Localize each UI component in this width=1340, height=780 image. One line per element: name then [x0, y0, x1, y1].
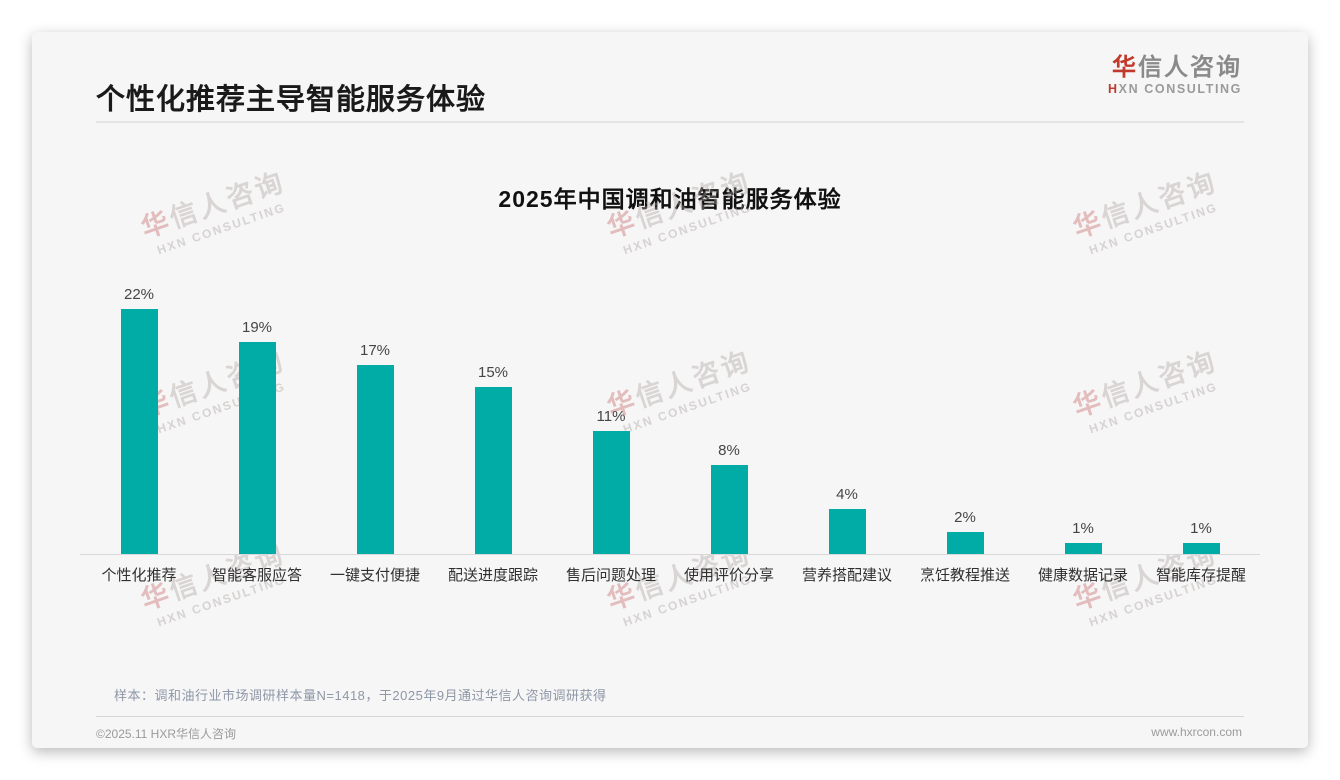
bar	[828, 509, 866, 554]
slide-card: 个性化推荐主导智能服务体验 华信人咨询 HXN CONSULTING 2025年…	[32, 32, 1308, 748]
bar-value-label: 1%	[1190, 520, 1212, 537]
bar-category-label: 智能客服应答	[211, 567, 302, 584]
bar-value-label: 1%	[1072, 520, 1094, 537]
footer-website: www.hxrcon.com	[1151, 725, 1242, 739]
bar-column: 1%	[1024, 520, 1142, 554]
logo-zh-accent: 华	[1112, 54, 1138, 81]
bar-value-label: 8%	[718, 442, 740, 459]
bar-column: 4%	[788, 486, 906, 554]
bar-category-label: 智能库存提醒	[1155, 567, 1246, 584]
bar-value-label: 15%	[477, 364, 509, 381]
bar-category-label: 使用评价分享	[683, 567, 774, 584]
bar-chart: 22% 19% 17% 15% 11% 8% 4% 2% 1% 1%	[80, 275, 1260, 555]
bar	[356, 365, 394, 554]
bar-value-label: 22%	[123, 286, 155, 303]
chart-title: 2025年中国调和油智能服务体验	[498, 186, 842, 212]
page-title: 个性化推荐主导智能服务体验	[96, 84, 487, 116]
bar	[1182, 543, 1220, 554]
bar-column: 11%	[552, 408, 670, 554]
bar-category-label: 配送进度跟踪	[447, 567, 538, 584]
logo-zh-rest: 信人咨询	[1138, 54, 1242, 81]
bar	[710, 465, 748, 554]
bar-column: 15%	[434, 364, 552, 554]
logo-en-rest: XN CONSULTING	[1118, 81, 1242, 96]
bar-category-label: 售后问题处理	[565, 567, 656, 584]
title-divider	[96, 121, 1244, 123]
bar-category-label: 一键支付便捷	[329, 567, 420, 584]
bar	[1064, 543, 1102, 554]
bar-category-label: 个性化推荐	[101, 567, 177, 584]
bar	[474, 387, 512, 554]
bar-value-label: 4%	[836, 486, 858, 503]
logo-chinese-name: 华信人咨询	[1108, 54, 1242, 82]
bar-column: 1%	[1142, 520, 1260, 554]
bar-column: 17%	[316, 342, 434, 554]
bar	[120, 309, 158, 554]
bar-category-label: 营养搭配建议	[801, 567, 892, 584]
bar-category-label: 健康数据记录	[1037, 567, 1128, 584]
bar-column: 22%	[80, 286, 198, 554]
footer-divider	[96, 716, 1244, 717]
company-logo: 华信人咨询 HXN CONSULTING	[1108, 54, 1242, 96]
logo-english-name: HXN CONSULTING	[1108, 82, 1242, 96]
bar	[592, 431, 630, 554]
bar-value-label: 17%	[359, 342, 391, 359]
sample-note: 样本：调和油行业市场调研样本量N=1418，于2025年9月通过华信人咨询调研获…	[114, 688, 607, 703]
bar-column: 19%	[198, 319, 316, 554]
bar-column: 8%	[670, 442, 788, 554]
bar-value-label: 2%	[954, 509, 976, 526]
bar-chart-category-axis: 个性化推荐 智能客服应答 一键支付便捷 配送进度跟踪 售后问题处理 使用评价分享 营养搭配建…	[80, 564, 1260, 585]
logo-en-accent: H	[1108, 81, 1119, 96]
bar-column: 2%	[906, 509, 1024, 554]
bar-category-label: 烹饪教程推送	[919, 567, 1010, 584]
bar-value-label: 19%	[241, 319, 273, 336]
bar	[946, 532, 984, 554]
bar-value-label: 11%	[596, 408, 626, 425]
bar	[238, 342, 276, 554]
footer-copyright: ©2025.11 HXR华信人咨询	[96, 727, 236, 741]
